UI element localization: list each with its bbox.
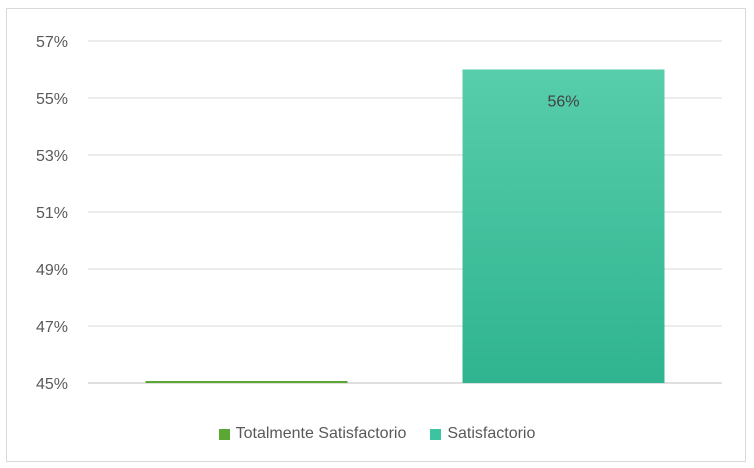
legend-swatch-satisfactorio — [430, 428, 442, 440]
legend-swatch-totalmente-satisfactorio — [218, 428, 230, 440]
bar-totalmente-satisfactorio — [145, 381, 348, 383]
y-tick-label: 47% — [36, 319, 68, 336]
y-tick-label: 55% — [36, 91, 68, 108]
y-axis-tick-labels: 45% 47% 49% 51% 53% 55% 57% — [36, 34, 68, 393]
y-tick-label: 57% — [36, 34, 68, 51]
y-tick-label: 49% — [36, 262, 68, 279]
y-tick-label: 45% — [36, 376, 68, 393]
y-tick-label: 51% — [36, 205, 68, 222]
bar-satisfactorio — [462, 69, 665, 383]
legend-label-satisfactorio: Satisfactorio — [447, 425, 536, 442]
legend-item-satisfactorio: Satisfactorio — [430, 425, 535, 443]
legend-label-totalmente-satisfactorio: Totalmente Satisfactorio — [235, 425, 407, 442]
legend-item-totalmente-satisfactorio: Totalmente Satisfactorio — [218, 425, 407, 443]
data-label-satisfactorio: 56% — [547, 94, 579, 111]
y-tick-label: 53% — [36, 148, 68, 165]
legend: Totalmente Satisfactorio Satisfactorio — [0, 425, 754, 443]
bars — [145, 69, 665, 383]
data-labels: 56% — [547, 94, 579, 111]
